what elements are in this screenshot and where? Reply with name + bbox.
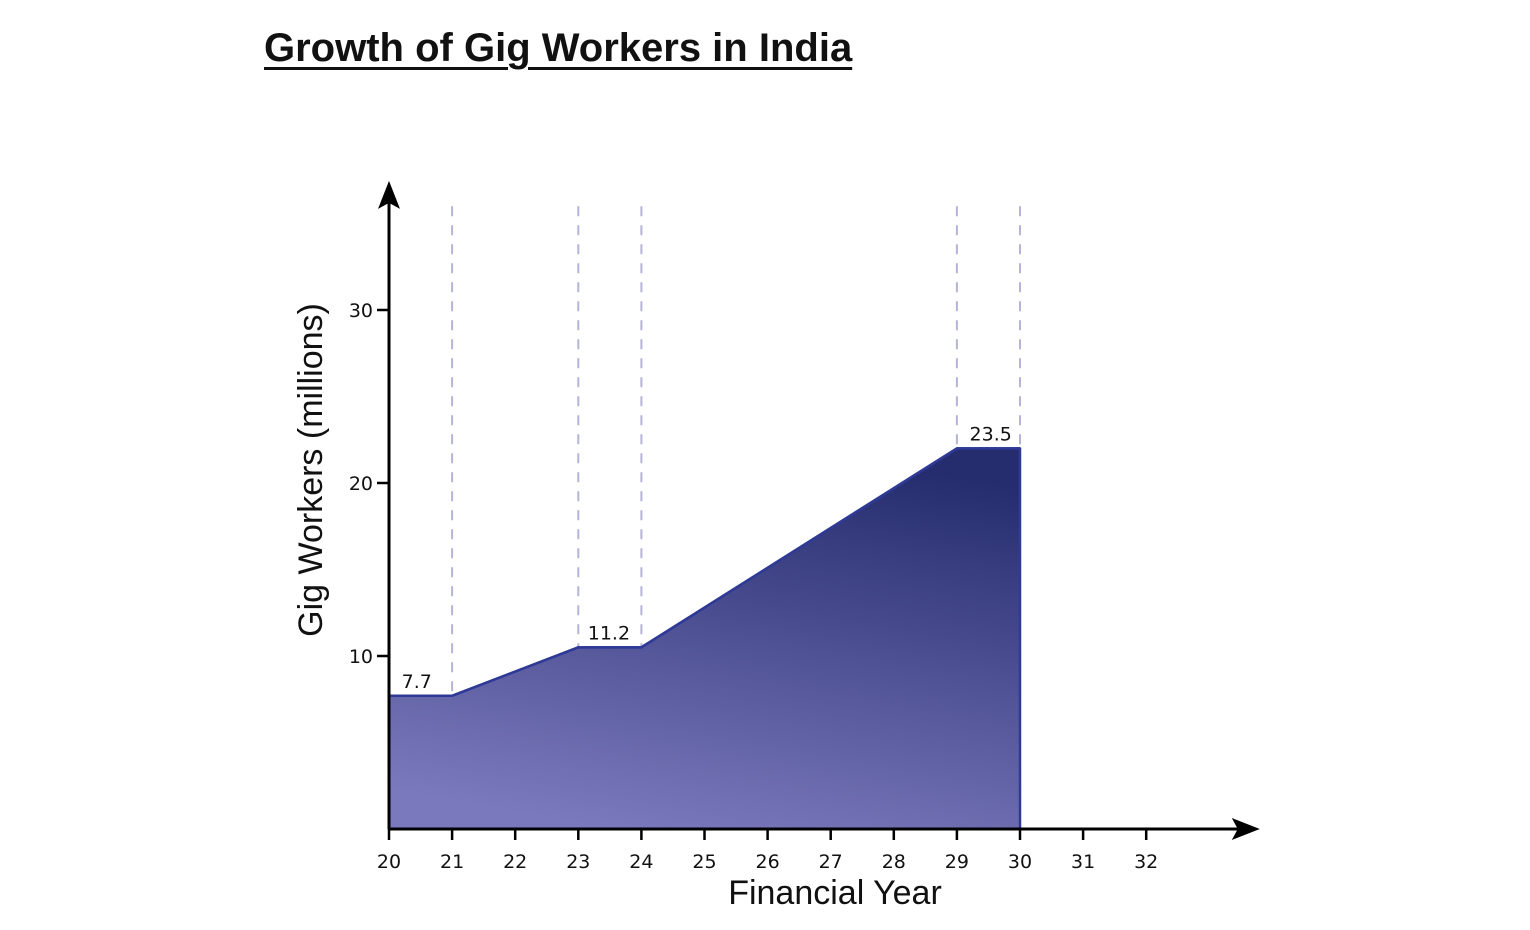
x-tick-label: 28 (882, 851, 906, 873)
x-tick-label: 26 (756, 851, 780, 873)
series-line (389, 447, 1020, 698)
chart-title: Growth of Gig Workers in India (264, 26, 853, 70)
x-tick-label: 24 (629, 851, 653, 873)
x-axis-arrow (1231, 818, 1260, 840)
x-tick-label: 20 (377, 851, 401, 873)
x-tick-label: 23 (566, 851, 590, 873)
x-tick-label: 29 (945, 851, 969, 873)
x-tick-label: 22 (503, 851, 527, 873)
data-label: 23.5 (970, 423, 1012, 445)
x-tick-label: 27 (819, 851, 843, 873)
x-tick-label: 21 (440, 851, 464, 873)
data-label: 11.2 (588, 622, 630, 644)
y-tick-label: 30 (349, 300, 373, 322)
data-label: 7.7 (402, 671, 432, 693)
x-tick-label: 30 (1008, 851, 1032, 873)
x-axis-title: Financial Year (728, 874, 942, 912)
x-tick-label: 32 (1134, 851, 1158, 873)
y-tick-label: 20 (349, 473, 373, 495)
y-axis-title: Gig Workers (millions) (292, 303, 330, 637)
x-tick-label: 31 (1071, 851, 1095, 873)
x-tick-label: 25 (692, 851, 716, 873)
series-area (387, 447, 1022, 831)
y-tick-label: 10 (349, 646, 373, 668)
y-axis-arrow (378, 180, 400, 209)
